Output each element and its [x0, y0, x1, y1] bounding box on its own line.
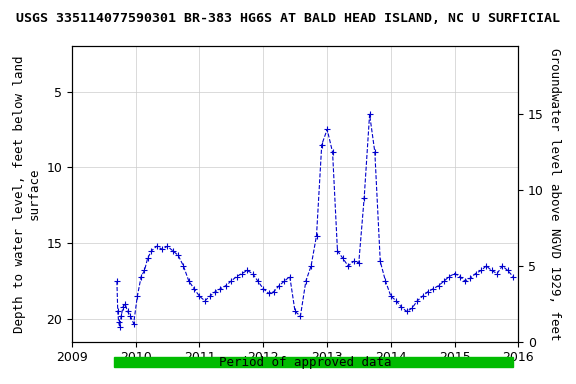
Text: USGS 335114077590301 BR-383 HG6S AT BALD HEAD ISLAND, NC U SURFICIAL: USGS 335114077590301 BR-383 HG6S AT BALD… — [16, 12, 560, 25]
Y-axis label: Groundwater level above NGVD 1929, feet: Groundwater level above NGVD 1929, feet — [548, 48, 560, 340]
Y-axis label: Depth to water level, feet below land
surface: Depth to water level, feet below land su… — [13, 55, 41, 333]
Bar — [115, 356, 513, 367]
Legend: Period of approved data: Period of approved data — [179, 351, 397, 374]
